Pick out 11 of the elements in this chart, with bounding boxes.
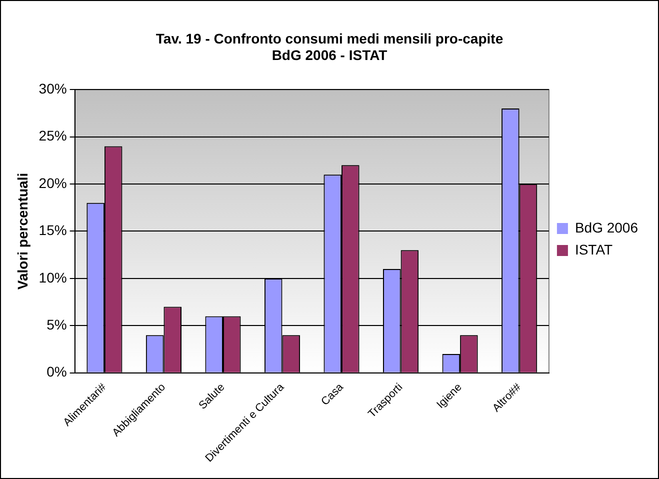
y-tick-label: 15%: [38, 222, 67, 238]
y-axis-title: Valori percentuali: [14, 172, 30, 290]
y-tick-label: 25%: [38, 128, 67, 144]
chart-title: Tav. 19 - Confronto consumi medi mensili pro-capite BdG 2006 - ISTAT: [156, 30, 504, 64]
y-tick-label: 10%: [38, 269, 67, 286]
legend-label: ISTAT: [574, 241, 613, 258]
y-tick-label: 20%: [38, 174, 67, 191]
y-tick-label: 5%: [46, 316, 67, 333]
legend-label: BdG 2006: [574, 219, 638, 236]
y-tick-label: 0%: [46, 364, 67, 380]
y-tick-label: 30%: [38, 80, 67, 96]
